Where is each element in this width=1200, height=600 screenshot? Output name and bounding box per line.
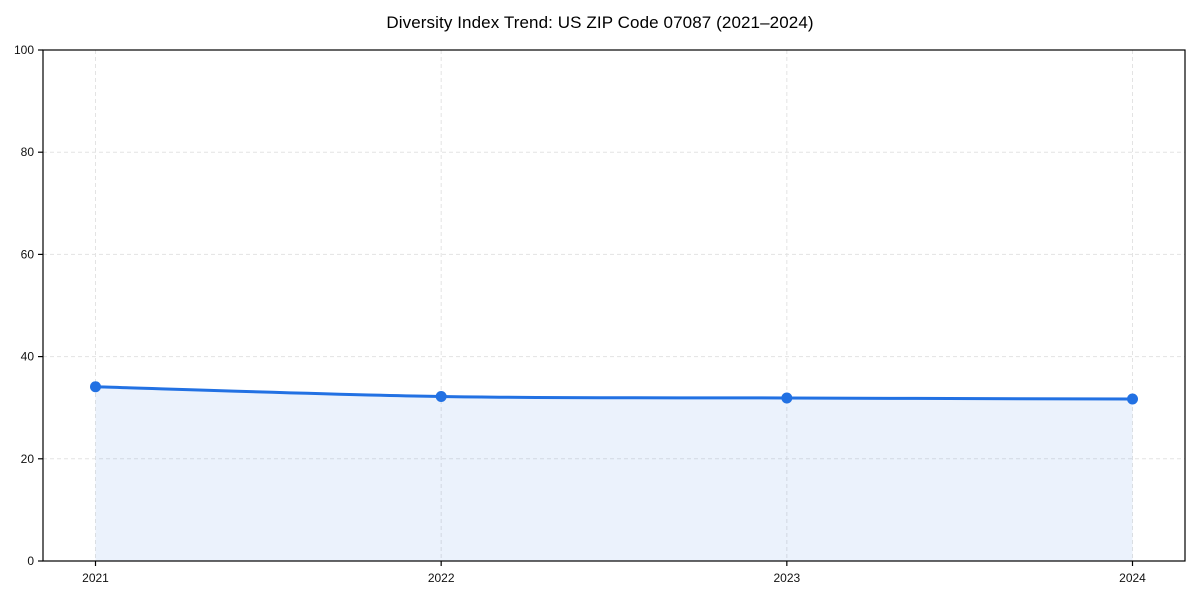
y-tick-label-60: 60 bbox=[21, 247, 35, 261]
data-point-2023 bbox=[781, 392, 793, 404]
area-fill bbox=[95, 386, 1133, 561]
x-tick-label-2022: 2022 bbox=[428, 571, 455, 585]
x-tick-label-2021: 2021 bbox=[82, 571, 109, 585]
y-tick-label-100: 100 bbox=[14, 43, 34, 57]
x-tick-label-2024: 2024 bbox=[1119, 571, 1146, 585]
y-tick-label-40: 40 bbox=[21, 350, 35, 364]
y-tick-label-20: 20 bbox=[21, 452, 35, 466]
data-point-2022 bbox=[435, 390, 447, 402]
trend-line bbox=[94, 385, 1134, 401]
data-point-2021 bbox=[90, 381, 101, 393]
plot-border bbox=[42, 49, 1186, 562]
chart-title: Diversity Index Trend: US ZIP Code 07087… bbox=[386, 13, 814, 32]
data-point-2024 bbox=[1127, 393, 1138, 405]
y-tick-label-80: 80 bbox=[21, 145, 35, 159]
y-tick-label-0: 0 bbox=[27, 554, 34, 568]
x-tick-label-2023: 2023 bbox=[773, 571, 800, 585]
